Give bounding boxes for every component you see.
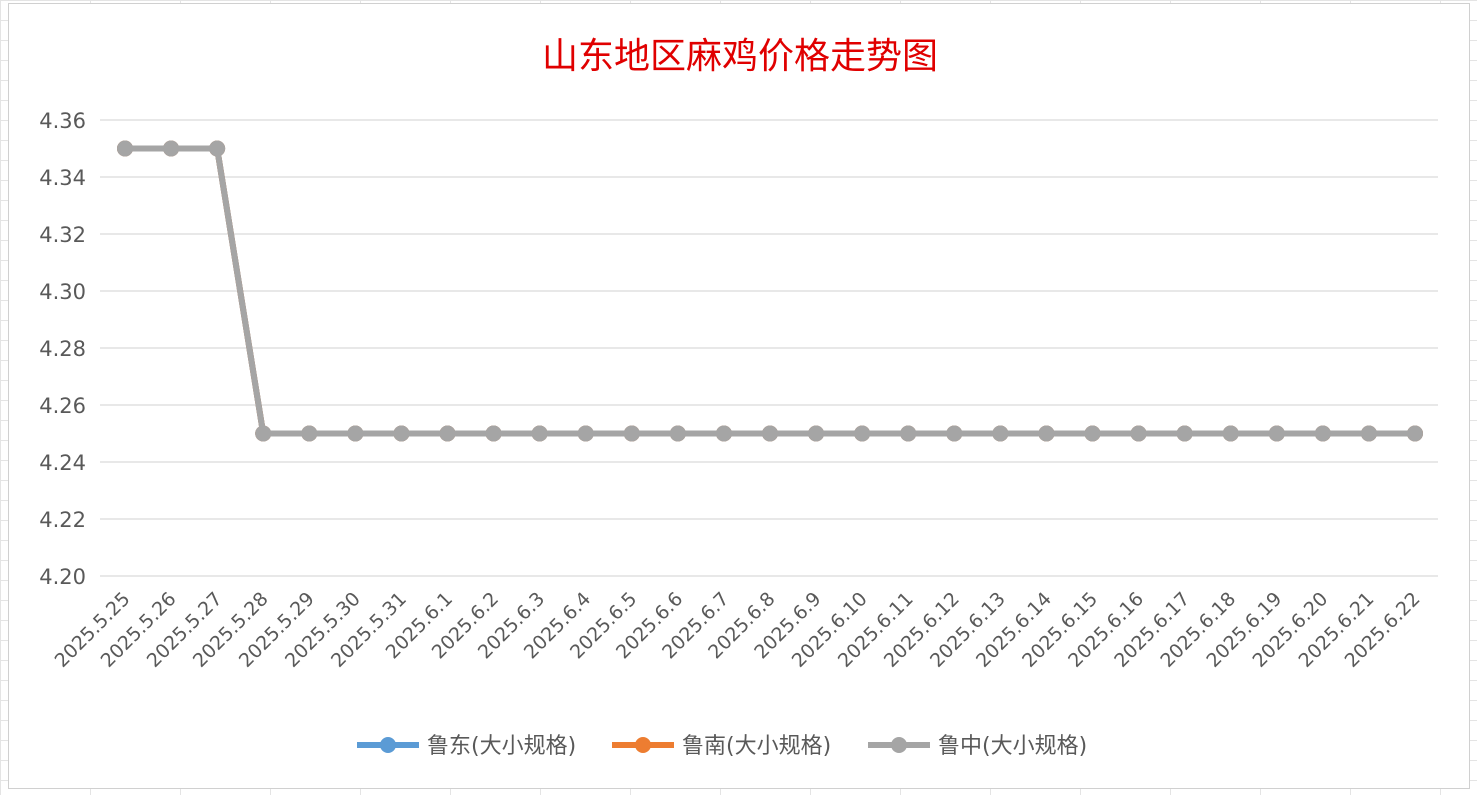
y-tick-label: 4.32 <box>39 223 86 247</box>
data-point <box>1038 425 1055 442</box>
legend[interactable]: 鲁东(大小规格) 鲁南(大小规格) 鲁中(大小规格) <box>357 734 1087 759</box>
data-point <box>1360 425 1377 442</box>
data-point <box>1314 425 1331 442</box>
y-tick-label: 4.28 <box>39 337 86 361</box>
data-point <box>854 425 871 442</box>
data-point <box>762 425 778 442</box>
data-point <box>623 425 640 442</box>
data-point <box>1407 425 1423 442</box>
data-point <box>1176 425 1193 442</box>
legend-item[interactable]: 鲁东(大小规格) <box>357 734 576 759</box>
data-point <box>255 425 272 442</box>
data-point <box>992 425 1009 442</box>
chart-container[interactable] <box>8 3 1470 789</box>
y-tick-label: 4.34 <box>39 166 86 190</box>
legend-marker <box>891 737 907 753</box>
data-point <box>485 425 502 442</box>
x-axis-ticks: 2025.5.252025.5.262025.5.272025.5.282025… <box>51 588 1425 672</box>
data-point <box>946 425 963 442</box>
data-point <box>439 425 456 442</box>
data-point <box>531 425 548 442</box>
legend-label: 鲁东(大小规格) <box>427 734 576 759</box>
data-point <box>669 425 686 442</box>
legend-label: 鲁南(大小规格) <box>682 734 831 759</box>
data-point <box>577 425 594 442</box>
legend-item[interactable]: 鲁南(大小规格) <box>612 734 831 759</box>
gridlines <box>100 119 1438 577</box>
data-point <box>1222 425 1239 442</box>
data-point <box>301 425 318 442</box>
data-point <box>117 140 133 157</box>
y-tick-label: 4.36 <box>39 109 86 133</box>
data-point <box>209 140 226 157</box>
chart-title: 山东地区麻鸡价格走势图 <box>542 36 938 77</box>
y-tick-label: 4.26 <box>39 394 86 418</box>
legend-item[interactable]: 鲁中(大小规格) <box>868 734 1087 759</box>
legend-label: 鲁中(大小规格) <box>938 734 1087 759</box>
data-point <box>1268 425 1285 442</box>
data-point <box>393 425 410 442</box>
legend-marker <box>635 737 651 753</box>
y-tick-label: 4.30 <box>39 280 86 304</box>
y-tick-label: 4.20 <box>39 565 86 589</box>
legend-marker <box>380 737 396 753</box>
data-point <box>808 425 825 442</box>
data-point <box>347 425 364 442</box>
y-tick-label: 4.22 <box>39 508 86 532</box>
data-point <box>900 425 917 442</box>
data-point <box>1084 425 1101 442</box>
y-axis-ticks: 4.36 4.34 4.32 4.30 4.28 4.26 4.24 4.22 4.20 <box>39 109 86 589</box>
data-point <box>715 425 732 442</box>
series-group <box>117 140 1423 442</box>
data-point <box>163 140 180 157</box>
y-tick-label: 4.24 <box>39 451 86 475</box>
series-3 <box>117 140 1423 442</box>
data-point <box>1130 425 1147 442</box>
